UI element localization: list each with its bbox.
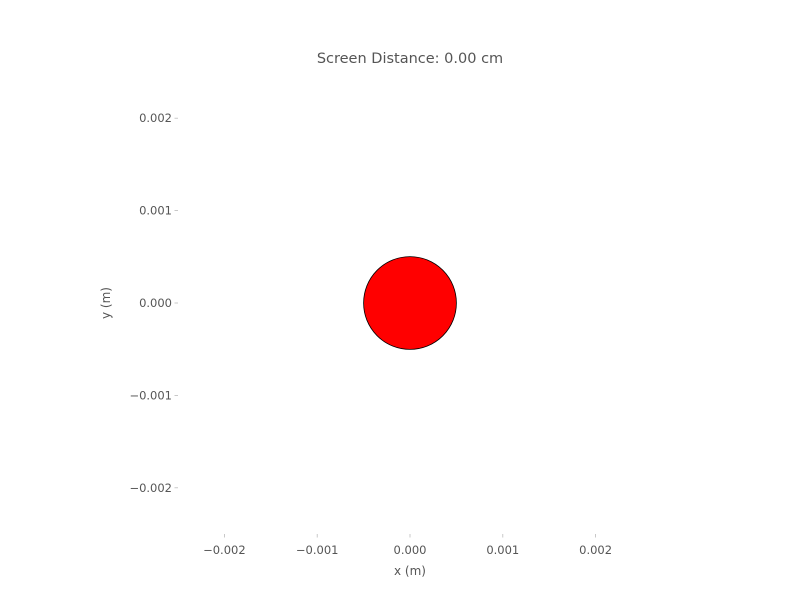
x-tick-label: −0.002 xyxy=(203,543,246,557)
x-axis-label: x (m) xyxy=(394,564,426,578)
chart-title: Screen Distance: 0.00 cm xyxy=(317,51,503,67)
y-axis-label: y (m) xyxy=(99,287,113,319)
y-axis-ticks: −0.002 −0.001 0.000 0.001 0.002 xyxy=(129,111,178,495)
data-point xyxy=(363,256,457,350)
data-points xyxy=(363,256,457,350)
y-tick-label: −0.002 xyxy=(129,481,172,495)
y-tick-label: 0.001 xyxy=(139,204,172,218)
y-tick-label: −0.001 xyxy=(129,388,172,402)
x-tick-label: 0.002 xyxy=(579,543,612,557)
x-tick-label: −0.001 xyxy=(296,543,339,557)
x-tick-label: 0.000 xyxy=(394,543,427,557)
x-axis-ticks: −0.002 −0.001 0.000 0.001 0.002 xyxy=(203,534,612,557)
y-tick-label: 0.000 xyxy=(139,296,172,310)
x-tick-label: 0.001 xyxy=(486,543,519,557)
y-tick-label: 0.002 xyxy=(139,111,172,125)
